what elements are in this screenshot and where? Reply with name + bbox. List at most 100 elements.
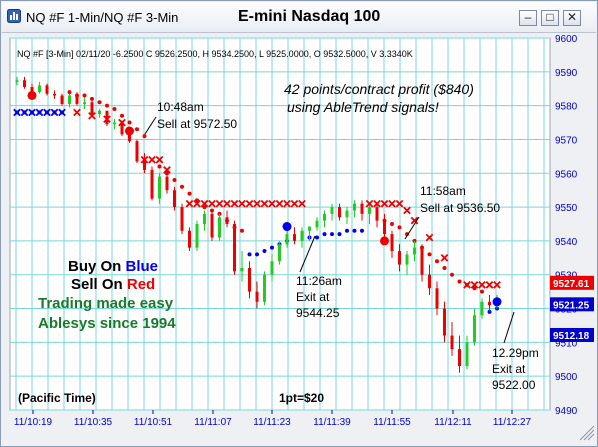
sell-x-marker — [290, 199, 299, 208]
candle-body — [83, 102, 86, 104]
trade-time-label: 11:58am — [420, 184, 466, 198]
buy-x-marker — [13, 108, 21, 117]
candle-body — [413, 247, 416, 255]
sell-stop-dot — [480, 289, 484, 294]
resize-grip-icon — [579, 425, 595, 441]
chart-title: E-mini Nasdaq 100 — [238, 8, 381, 25]
candle-body — [105, 110, 109, 125]
candle-body — [173, 190, 176, 208]
point-value-label: 1pt=$20 — [279, 391, 324, 405]
sell-x-marker — [283, 199, 291, 208]
candle-body — [353, 203, 356, 211]
price-tag-label: 9512.18 — [553, 331, 590, 342]
candle-body — [368, 207, 371, 214]
candle-body — [323, 213, 326, 221]
chart-app-icon — [7, 9, 21, 23]
candle-body — [195, 224, 199, 248]
buy-x-marker — [35, 108, 44, 117]
x-tick-label: 11/12:11 — [434, 417, 472, 428]
trade-action-label: Exit at — [296, 290, 330, 304]
buy-stop-dot — [247, 252, 252, 257]
sell-x-marker — [275, 199, 284, 208]
candle-body — [330, 207, 334, 214]
title-bar[interactable]: NQ #F 1-Min/NQ #F 3-Min E-mini Nasdaq 10… — [2, 2, 596, 33]
sell-signal-dot — [125, 126, 134, 136]
minimize-button[interactable]: – — [519, 10, 537, 26]
price-tag-box — [550, 275, 594, 290]
candle-body — [225, 217, 229, 224]
candle-body — [98, 110, 101, 115]
buy-stop-dot — [330, 232, 334, 237]
x-tick-label: 11/10:19 — [14, 417, 53, 428]
trade-time-label: 10:48am — [157, 100, 204, 114]
x-tick-label: 11/12:27 — [493, 417, 532, 428]
x-tick-label: 11/10:51 — [134, 417, 173, 428]
sell-x-marker — [118, 118, 126, 127]
candle-body — [135, 141, 139, 162]
sell-stop-dot — [450, 272, 454, 277]
trade-pointer-line — [299, 235, 316, 273]
y-tick-label: 9580 — [555, 102, 578, 113]
trade-pointer-line — [144, 116, 157, 135]
sell-stop-dot — [112, 107, 117, 112]
candle-body — [270, 261, 274, 275]
candle-body — [23, 80, 26, 88]
candle-body — [488, 301, 491, 306]
candle-body — [75, 95, 79, 104]
close-button[interactable]: ✕ — [563, 10, 581, 26]
sell-x-marker — [485, 281, 494, 289]
candle-body — [465, 342, 469, 367]
buy-stop-dot — [315, 235, 319, 240]
y-tick-label: 9560 — [555, 169, 578, 180]
y-tick-label: 9500 — [555, 372, 578, 383]
candle-body — [218, 217, 221, 238]
trade-action-label: Sell at 9536.50 — [420, 201, 500, 215]
candle-body — [345, 210, 349, 218]
sell-x-marker — [223, 199, 231, 208]
trade-pointer-line — [503, 311, 515, 344]
buy-stop-dot — [345, 228, 349, 233]
sell-on-legend: Sell On Red — [71, 276, 155, 293]
sell-x-marker — [260, 199, 269, 208]
sell-x-marker — [380, 199, 389, 208]
trade-time-label: 12.29pm — [492, 346, 539, 360]
sell-stop-dot — [397, 225, 402, 230]
sell-stop-dot — [472, 286, 477, 291]
candle-body — [435, 288, 439, 309]
sell-stop-dot — [172, 178, 177, 183]
candle-body — [300, 230, 304, 241]
buy-stop-dot — [337, 232, 342, 237]
buy-stop-dot — [255, 252, 259, 257]
candle-body — [360, 203, 364, 214]
sell-signal-dot — [27, 90, 37, 100]
buy-x-marker — [58, 108, 66, 117]
candle-body — [210, 213, 214, 238]
sell-stop-dot — [187, 191, 192, 196]
price-tag-box — [550, 327, 594, 342]
sell-x-marker — [103, 115, 111, 124]
maximize-button[interactable]: □ — [541, 10, 559, 26]
y-tick-label: 9540 — [555, 237, 578, 248]
sell-stop-dot — [157, 164, 162, 169]
candle-body — [480, 301, 484, 316]
x-tick-label: 11/11:55 — [373, 417, 411, 428]
candle-body — [278, 244, 281, 262]
trade-action-label: Exit at — [492, 362, 526, 376]
candle-body — [90, 102, 94, 115]
sell-x-marker — [373, 199, 381, 208]
sell-x-marker — [403, 206, 411, 215]
trade-pointer-line — [404, 216, 420, 240]
sell-stop-dot — [127, 120, 132, 125]
candle-body — [263, 274, 266, 302]
candle-body — [38, 85, 41, 93]
candle-body — [180, 207, 184, 231]
sell-x-marker — [238, 199, 246, 208]
buy-x-marker — [20, 108, 29, 117]
buy-x-marker — [50, 108, 59, 117]
trade-time-label: 11:26am — [296, 274, 342, 288]
candle-body — [68, 95, 71, 104]
candle-body — [443, 308, 446, 336]
candle-body — [308, 226, 311, 231]
sell-x-marker — [140, 155, 149, 164]
